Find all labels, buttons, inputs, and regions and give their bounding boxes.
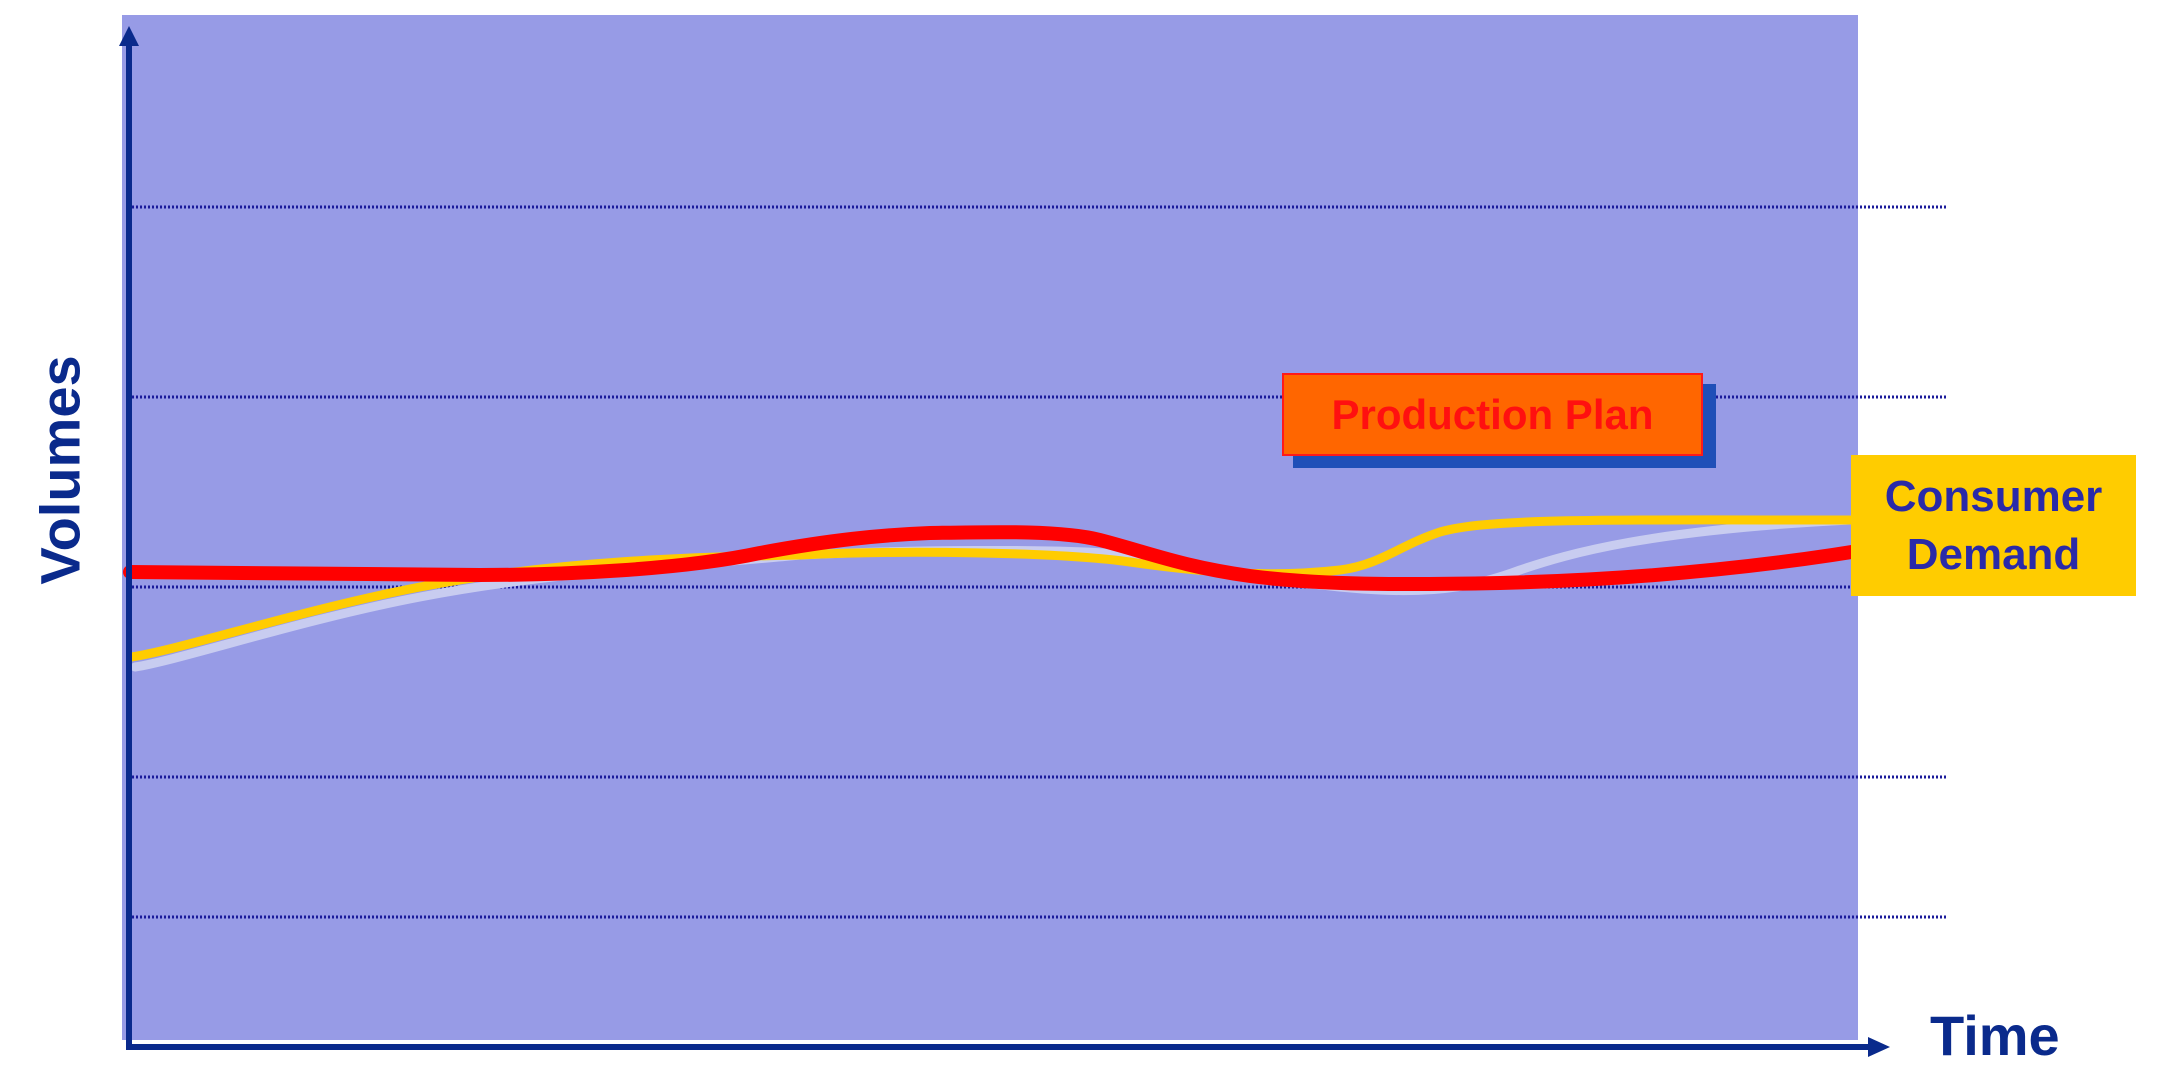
production-plan-line (123, 525, 1895, 592)
production-plan-label: Production Plan (1331, 390, 1654, 438)
x-axis-label: Time (1930, 1004, 2060, 1067)
consumer-demand-label: Consumer Demand (1884, 471, 2103, 579)
y-axis-arrowhead (119, 26, 139, 46)
consumer-demand-shadow-line (130, 515, 1855, 672)
consumer-demand-line (126, 515, 1855, 662)
axes (119, 26, 1890, 1057)
production-plan-callout: Production Plan (1282, 373, 1703, 456)
y-axis-label: Volumes (28, 355, 92, 585)
consumer-demand-curve (126, 515, 1855, 672)
x-axis-arrowhead (1868, 1037, 1890, 1057)
consumer-demand-callout: Consumer Demand (1851, 455, 2136, 596)
